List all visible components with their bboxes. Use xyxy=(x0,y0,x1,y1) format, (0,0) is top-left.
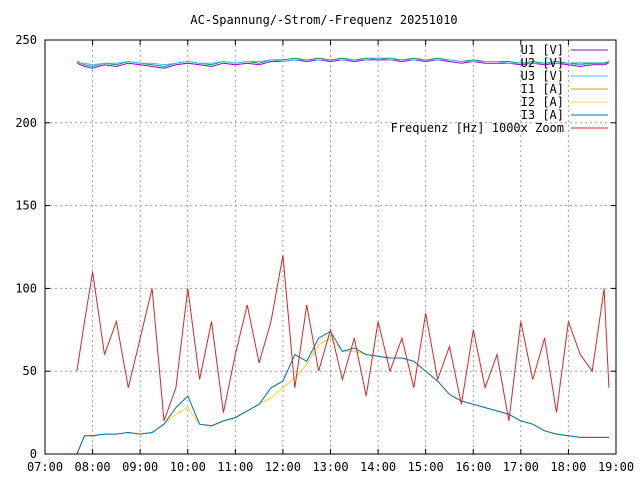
y-tick-label: 0 xyxy=(30,447,37,461)
legend-label: I3 [A] xyxy=(521,108,564,122)
legend-label: U2 [V] xyxy=(521,56,564,70)
x-tick-label: 08:00 xyxy=(75,460,111,474)
x-tick-label: 14:00 xyxy=(360,460,396,474)
x-tick-label: 19:00 xyxy=(598,460,634,474)
y-tick-label: 200 xyxy=(15,116,37,130)
chart-title: AC-Spannung/-Strom/-Frequenz 20251010 xyxy=(190,13,457,27)
y-tick-label: 50 xyxy=(23,364,37,378)
series-lines xyxy=(76,57,610,455)
series-line-5 xyxy=(76,337,609,455)
y-tick-label: 150 xyxy=(15,199,37,213)
series-line-7 xyxy=(76,255,610,422)
legend-label: U3 [V] xyxy=(521,69,564,83)
y-tick-label: 250 xyxy=(15,33,37,47)
axis-ticks: 07:00 08:00 09:00 10:00 11:00 12:00 13:00 14:00… xyxy=(15,33,634,474)
series-line-3 xyxy=(76,57,609,66)
plot-frame xyxy=(44,39,617,455)
x-tick-label: 17:00 xyxy=(503,460,539,474)
x-tick-label: 16:00 xyxy=(455,460,491,474)
y-tick-label: 100 xyxy=(15,281,37,295)
legend-label: I2 [A] xyxy=(521,95,564,109)
series-line-4 xyxy=(76,337,609,455)
grid-lines xyxy=(45,40,616,454)
x-tick-label: 07:00 xyxy=(27,460,63,474)
x-tick-label: 15:00 xyxy=(408,460,444,474)
legend: U1 [V]U2 [V]U3 [V]I1 [A]I2 [A]I3 [A]Freq… xyxy=(391,43,608,135)
x-tick-label: 11:00 xyxy=(217,460,253,474)
x-tick-label: 12:00 xyxy=(265,460,301,474)
legend-label: I1 [A] xyxy=(521,82,564,96)
x-tick-label: 18:00 xyxy=(550,460,586,474)
legend-label: U1 [V] xyxy=(521,43,564,57)
x-tick-label: 13:00 xyxy=(312,460,348,474)
legend-label: Frequenz [Hz] 1000x Zoom xyxy=(391,121,564,135)
x-tick-label: 10:00 xyxy=(170,460,206,474)
x-tick-label: 09:00 xyxy=(122,460,158,474)
series-line-2 xyxy=(76,57,610,68)
series-line-6 xyxy=(76,330,609,455)
